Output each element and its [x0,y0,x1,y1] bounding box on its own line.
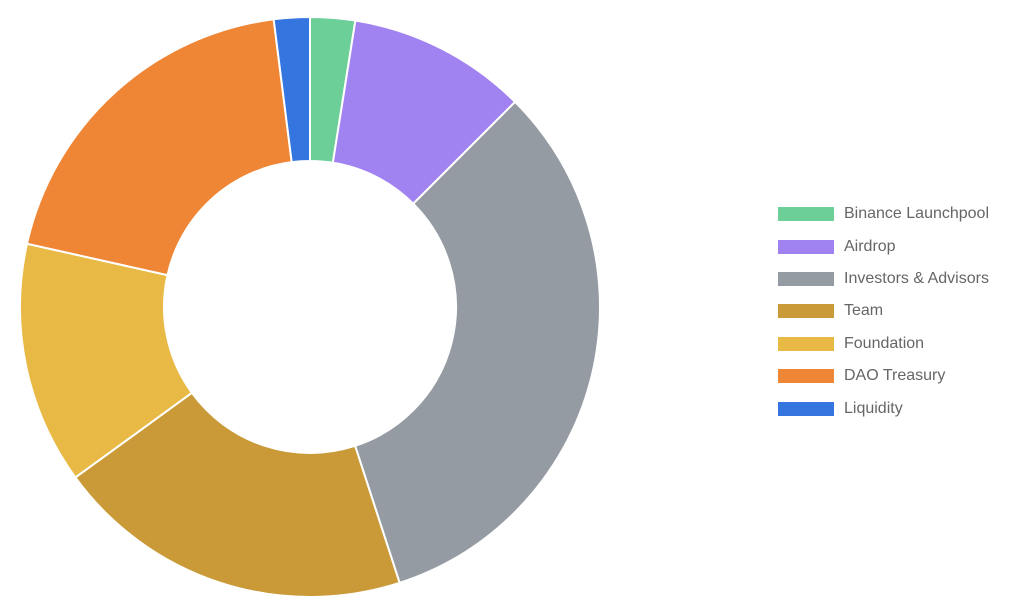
legend-item-airdrop[interactable]: Airdrop [778,230,989,262]
legend-swatch [778,239,834,254]
legend-label: Investors & Advisors [844,269,989,287]
legend-swatch [778,304,834,319]
legend-label: Team [844,302,884,320]
legend-swatch [778,401,834,416]
slice-investors-advisors[interactable] [353,100,601,585]
legend-item-dao-treasury[interactable]: DAO Treasury [778,360,989,392]
legend-item-investors-advisors[interactable]: Investors & Advisors [778,263,989,295]
legend-item-liquidity[interactable]: Liquidity [778,392,989,424]
legend-label: Foundation [844,334,925,352]
legend-item-foundation[interactable]: Foundation [778,328,989,360]
legend-swatch [778,271,834,286]
legend-swatch [778,207,834,222]
legend-label: DAO Treasury [844,367,946,385]
legend-item-team[interactable]: Team [778,295,989,327]
legend-label: Airdrop [844,237,896,255]
legend-item-binance-launchpool[interactable]: Binance Launchpool [778,198,989,230]
slice-team[interactable] [73,391,401,598]
legend-label: Binance Launchpool [844,205,990,223]
chart-legend: Binance Launchpool Airdrop Investors & Adv… [778,198,989,425]
legend-swatch [778,336,834,351]
legend-swatch [778,369,834,384]
legend-label: Liquidity [844,399,903,417]
slice-liquidity[interactable] [272,15,311,164]
slice-foundation[interactable] [19,242,194,479]
slice-dao-treasury[interactable] [25,18,293,277]
